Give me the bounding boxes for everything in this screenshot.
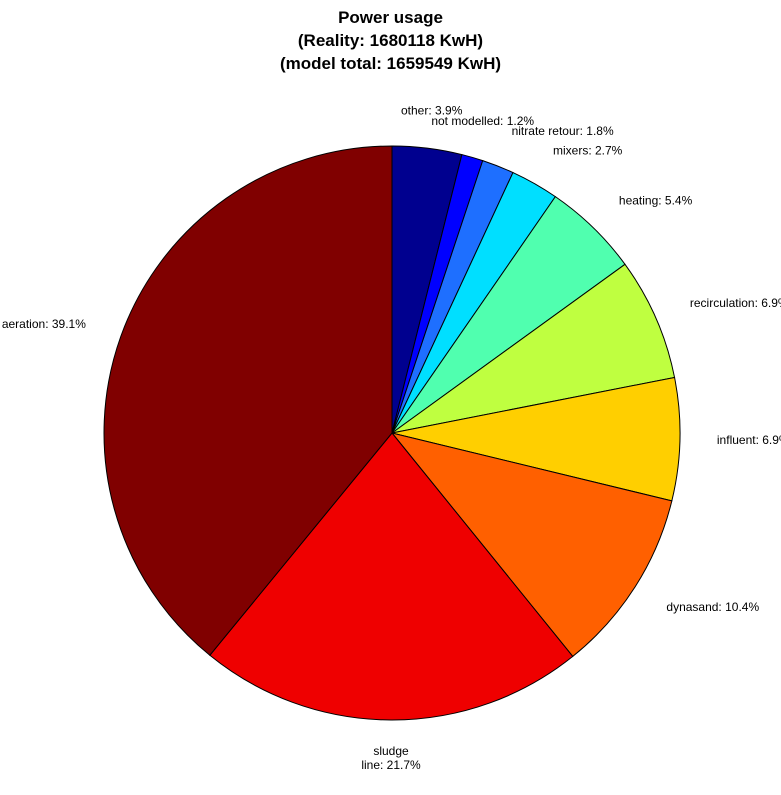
slice-label: nitrate retour: 1.8% [512, 124, 614, 138]
slice-label: line: 21.7% [361, 758, 421, 772]
chart-title-line-3: (model total: 1659549 KwH) [279, 54, 502, 73]
chart-title-line-2: (Reality: 1680118 KwH) [297, 31, 484, 50]
slice-label: other: 3.9% [401, 103, 463, 117]
slice-label: not modelled: 1.2% [431, 114, 534, 128]
pie-slice [209, 432, 574, 721]
pie-slice [103, 145, 393, 656]
chart-title-line-1: Power usage [338, 8, 443, 27]
pie-slice [391, 263, 676, 434]
slice-label: sludge [373, 744, 409, 758]
slice-label: influent: 6.9% [717, 433, 781, 447]
slice-label: recirculation: 6.9% [690, 296, 781, 310]
pie-slice [391, 376, 681, 502]
pie-slice [390, 432, 673, 658]
slice-label: mixers: 2.7% [553, 144, 623, 158]
slice-label: aeration: 39.1% [2, 317, 86, 331]
slice-label: dynasand: 10.4% [666, 600, 759, 614]
slice-label: heating: 5.4% [619, 193, 693, 207]
